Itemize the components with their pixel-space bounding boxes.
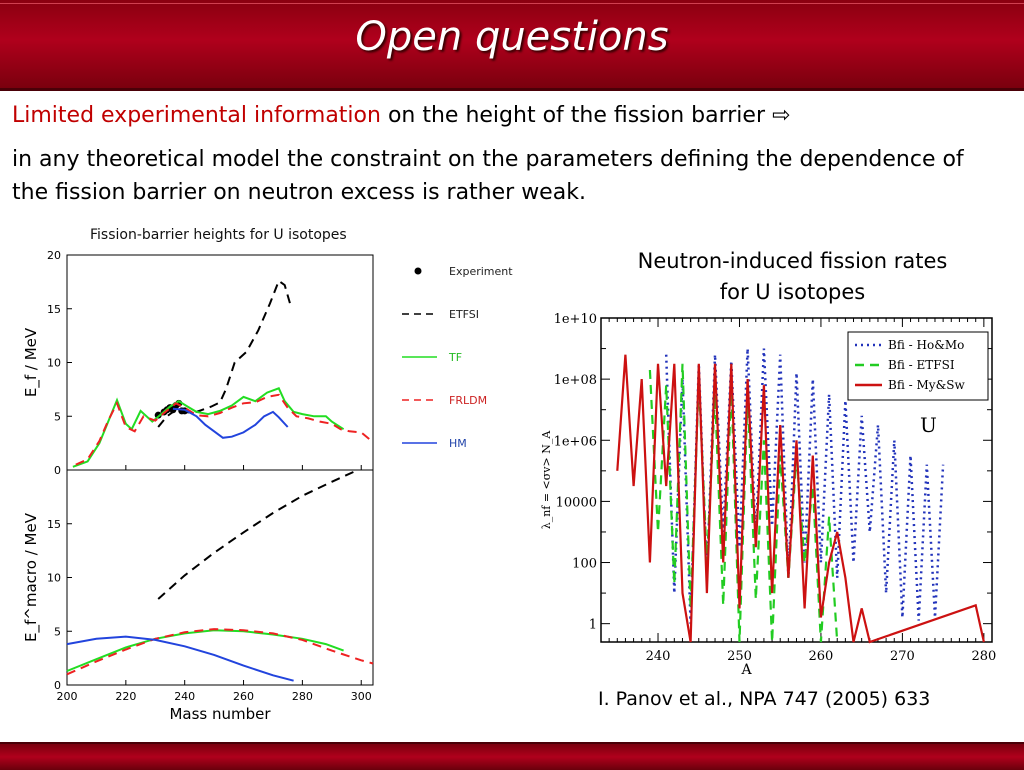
- top-chart-title: Fission-barrier heights for U isotopes: [90, 227, 347, 243]
- bottom-series-hm: [66, 635, 294, 682]
- legend-label-etfsi: ETFSI: [449, 308, 479, 321]
- rates-x-axis-label: A: [740, 662, 752, 678]
- top-series-frldm: [75, 393, 374, 466]
- intro-highlight-text: Limited experimental information: [12, 103, 381, 128]
- top-series-etfsi: [157, 279, 292, 428]
- rates-legend-label-bfi-etfsi: Bfi - ETFSI: [888, 358, 955, 372]
- rates-y-tick-label: 1: [589, 618, 597, 633]
- rates-y-tick-label: 10000: [556, 495, 597, 510]
- legend-label-experiment: Experiment: [449, 265, 513, 278]
- header-highlight: [0, 3, 1024, 4]
- bottom-y-axis-label: E_f^macro / MeV: [22, 512, 41, 642]
- top-y-tick-label: 20: [47, 249, 61, 262]
- rates-y-tick-label: 1e+06: [554, 434, 597, 449]
- bottom-y-tick-label: 10: [47, 572, 61, 585]
- x-axis-label: Mass number: [169, 705, 271, 723]
- bottom-series-tf: [66, 629, 344, 672]
- rates-x-tick-label: 260: [809, 649, 834, 664]
- top-series-tf: [72, 387, 345, 468]
- bottom-y-tick-label: 0: [54, 679, 61, 692]
- rates-y-tick-label: 1e+10: [554, 312, 597, 327]
- citation: I. Panov et al., NPA 747 (2005) 633: [598, 688, 931, 710]
- rates-legend-label-bfi-my-sw: Bfi - My&Sw: [888, 378, 965, 392]
- rates-series-bfi-my-sw: [616, 354, 985, 644]
- rates-x-tick-label: 250: [727, 649, 752, 664]
- top-y-tick-label: 0: [54, 464, 61, 477]
- slide-footer: [0, 742, 1024, 770]
- x-tick-label: 260: [233, 690, 254, 703]
- top-y-tick-label: 5: [54, 410, 61, 423]
- rates-x-tick-label: 240: [646, 649, 671, 664]
- body-paragraph: in any theoretical model the constraint …: [12, 147, 964, 205]
- top-plot-frame: [66, 254, 374, 471]
- x-tick-label: 280: [292, 690, 313, 703]
- top-y-tick-label: 10: [47, 357, 61, 370]
- top-y-axis-label: E_f / MeV: [22, 327, 41, 397]
- rates-x-tick-label: 270: [890, 649, 915, 664]
- legend-marker-experiment: [414, 267, 422, 275]
- top-y-tick-label: 15: [47, 303, 61, 316]
- slide-header: Open questions: [0, 0, 1024, 91]
- bottom-y-tick-label: 5: [54, 625, 61, 638]
- rates-chart-caption: Neutron-induced fission rates for U isot…: [637, 249, 948, 304]
- rates-legend-label-bfi-ho-mo: Bfi - Ho&Mo: [888, 338, 964, 352]
- x-tick-label: 240: [174, 690, 195, 703]
- legend-label-frldm: FRLDM: [449, 394, 487, 407]
- rates-annotation-u: U: [920, 413, 937, 437]
- arrow-icon: ⇨: [772, 103, 791, 128]
- x-tick-label: 200: [57, 690, 78, 703]
- top-series-hm: [172, 407, 289, 439]
- bottom-series-etfsi: [157, 470, 356, 600]
- legend-label-hm: HM: [449, 437, 467, 450]
- x-tick-label: 220: [115, 690, 136, 703]
- legend-label-tf: TF: [448, 351, 462, 364]
- rates-x-tick-label: 280: [971, 649, 996, 664]
- intro-text: on the height of the fission barrier: [387, 103, 765, 128]
- slide-title: Open questions: [355, 14, 669, 60]
- rates-y-axis-label: λ_nf = <σv> N_A: [540, 430, 553, 530]
- rates-y-tick-label: 1e+08: [554, 373, 597, 388]
- rates-series-bfi-etfsi: [648, 363, 839, 643]
- x-tick-label: 300: [351, 690, 372, 703]
- bottom-series-frldm: [66, 628, 374, 676]
- fission-rates-chart: 1 100 10000 1e+06 1e+08 1e+10 240 250 260 270 280 A…: [540, 312, 996, 678]
- intro-line: Limited experimental information on the …: [12, 103, 790, 128]
- rates-y-tick-label: 100: [572, 557, 597, 572]
- bottom-y-tick-label: 15: [47, 518, 61, 531]
- fission-barrier-chart: Fission-barrier heights for U isotopes 0 5…: [22, 227, 513, 723]
